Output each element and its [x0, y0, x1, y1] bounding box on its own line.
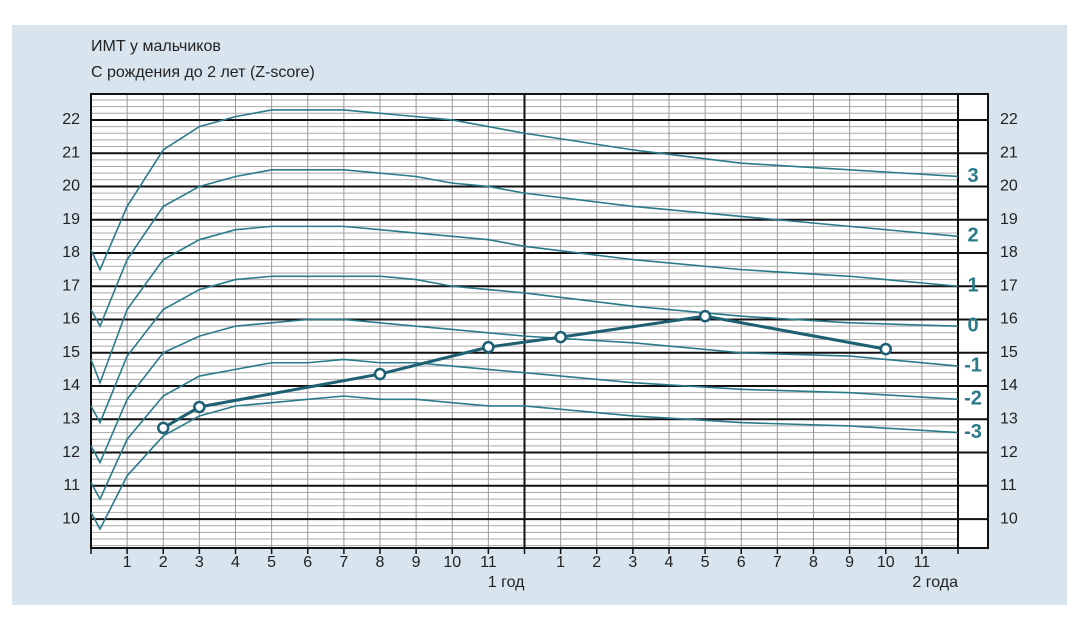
x-tick-label: 5 [701, 554, 710, 571]
plot-frame [90, 93, 989, 549]
y-tick-label: 13 [62, 411, 80, 428]
y-tick-label: 20 [62, 178, 80, 195]
x-tick-label: 9 [845, 554, 854, 571]
z-label: -2 [964, 388, 982, 410]
y-tick-label-right: 19 [1000, 211, 1018, 228]
x-tick-label: 4 [665, 554, 674, 571]
z-curve [90, 225, 959, 385]
y-tick-label-right: 10 [1000, 510, 1018, 527]
y-tick-label-right: 21 [1000, 144, 1018, 161]
y-tick-label: 17 [62, 277, 80, 294]
y-tick-label: 22 [62, 111, 80, 128]
y-tick-label: 10 [62, 510, 80, 527]
x-tick-label: 8 [376, 554, 385, 571]
x-tick-label: 2 года [912, 574, 958, 591]
y-tick-label-right: 18 [1000, 244, 1018, 261]
y-tick-label: 11 [63, 477, 80, 494]
plot-area [91, 94, 988, 548]
child-point [373, 367, 387, 381]
z-curve [90, 318, 959, 465]
y-tick-label: 12 [62, 444, 80, 461]
x-tick-label: 1 год [488, 574, 525, 591]
z-label: 2 [967, 225, 978, 247]
x-tick-label: 10 [443, 554, 461, 571]
x-tick-label: 3 [195, 554, 204, 571]
child-point [698, 309, 712, 323]
y-tick-label: 15 [62, 344, 80, 361]
child-point [879, 342, 892, 356]
y-tick-label: 18 [62, 244, 80, 261]
y-tick-label-right: 17 [1000, 277, 1018, 294]
y-tick-label-right: 15 [1000, 344, 1018, 361]
chart-title: ИМТ у мальчиков [91, 38, 221, 55]
x-tick-label: 9 [412, 554, 421, 571]
x-tick-label: 7 [773, 554, 782, 571]
x-tick-label: 11 [914, 554, 931, 571]
child-point [157, 421, 170, 435]
x-tick-label: 10 [877, 554, 895, 571]
x-tick-label: 8 [809, 554, 818, 571]
z-curve [90, 169, 959, 329]
x-tick-label: 6 [737, 554, 746, 571]
marks [90, 109, 959, 531]
y-tick-label-right: 12 [1000, 444, 1018, 461]
y-tick-label: 16 [62, 311, 80, 328]
z-curve [90, 358, 959, 501]
x-tick-label: 4 [231, 554, 240, 571]
child-point [554, 330, 567, 344]
child-point [482, 340, 495, 354]
y-tick-label-right: 16 [1000, 311, 1018, 328]
x-tick-label: 1 [123, 554, 132, 571]
z-label: -1 [964, 354, 982, 376]
z-curve [90, 275, 959, 425]
x-tick-label: 3 [628, 554, 637, 571]
x-tick-label: 11 [480, 554, 497, 571]
z-label: 1 [967, 275, 978, 297]
y-tick-label-right: 11 [1000, 477, 1017, 494]
child-point [193, 400, 206, 414]
x-tick-label: 5 [267, 554, 276, 571]
y-tick-label: 19 [62, 211, 80, 228]
z-label: -3 [964, 421, 982, 443]
y-tick-label-right: 14 [1000, 377, 1018, 394]
z-label: 3 [967, 165, 978, 187]
z-curve [90, 109, 959, 272]
x-tick-label: 1 [556, 554, 565, 571]
z-label: 0 [967, 314, 978, 336]
x-tick-label: 2 [159, 554, 168, 571]
y-tick-label: 21 [62, 144, 80, 161]
y-tick-label-right: 13 [1000, 411, 1018, 428]
z-curve [90, 395, 959, 531]
x-tick-label: 6 [303, 554, 312, 571]
y-tick-label: 14 [62, 377, 80, 394]
x-tick-label: 7 [339, 554, 348, 571]
chart-subtitle: С рождения до 2 лет (Z-score) [91, 64, 315, 81]
x-tick-label: 2 [592, 554, 601, 571]
y-tick-label-right: 22 [1000, 111, 1018, 128]
y-tick-label-right: 20 [1000, 178, 1018, 195]
grid [90, 93, 989, 554]
